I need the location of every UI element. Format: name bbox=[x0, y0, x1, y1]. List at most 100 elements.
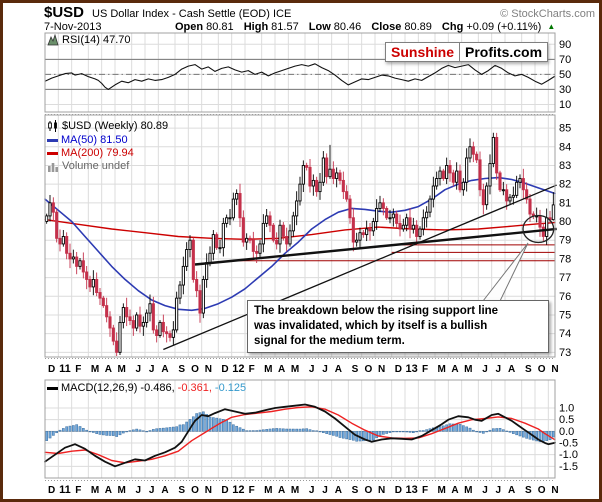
svg-text:M: M bbox=[264, 364, 272, 375]
annotation-line-1: The breakdown below the rising support l… bbox=[254, 305, 499, 317]
svg-text:M: M bbox=[264, 485, 272, 496]
support-levels bbox=[238, 244, 555, 262]
open-value: 80.81 bbox=[206, 21, 234, 33]
volume-legend: Volume undef bbox=[47, 160, 129, 172]
rsi-legend: RSI(14) 47.70 bbox=[47, 34, 130, 46]
svg-text:A: A bbox=[335, 485, 342, 496]
svg-text:J: J bbox=[149, 364, 155, 375]
svg-text:J: J bbox=[309, 485, 315, 496]
svg-text:76: 76 bbox=[559, 291, 571, 303]
svg-text:D: D bbox=[395, 364, 402, 375]
rsi-legend-label: RSI(14) 47.70 bbox=[62, 34, 131, 46]
svg-text:J: J bbox=[309, 364, 315, 375]
svg-text:M: M bbox=[91, 364, 99, 375]
close-value: 80.89 bbox=[404, 21, 432, 33]
svg-text:74: 74 bbox=[559, 328, 571, 340]
svg-text:J: J bbox=[136, 364, 142, 375]
svg-text:82: 82 bbox=[559, 179, 571, 191]
svg-text:O: O bbox=[538, 485, 546, 496]
svg-text:-1.5: -1.5 bbox=[559, 461, 578, 473]
up-triangle-icon: ▲ bbox=[547, 22, 556, 31]
macd-histogram bbox=[45, 411, 555, 443]
svg-text:A: A bbox=[451, 364, 458, 375]
chg-value: +0.09 (+0.11%) bbox=[466, 21, 542, 33]
svg-text:84: 84 bbox=[559, 141, 571, 153]
svg-text:M: M bbox=[91, 485, 99, 496]
svg-text:F: F bbox=[75, 485, 81, 496]
svg-text:80: 80 bbox=[559, 216, 571, 228]
svg-text:F: F bbox=[249, 485, 255, 496]
price-axis-labels: 85 84 83 82 81 80 79 78 77 76 75 74 73 bbox=[559, 123, 571, 359]
annotation-line-2: was invalidated, which by itself is a bu… bbox=[254, 320, 488, 332]
candlesticks bbox=[45, 132, 555, 356]
macd-legend-label: MACD(12,26,9) bbox=[61, 382, 138, 394]
svg-text:F: F bbox=[249, 364, 255, 375]
ma50-line-icon bbox=[47, 138, 58, 142]
svg-text:S: S bbox=[178, 364, 185, 375]
ma50-legend: MA(50) 81.50 bbox=[47, 134, 128, 146]
svg-text:A: A bbox=[508, 364, 515, 375]
svg-text:11: 11 bbox=[59, 363, 71, 375]
svg-text:S: S bbox=[352, 485, 359, 496]
svg-text:F: F bbox=[422, 485, 428, 496]
chg-label: Chg bbox=[441, 21, 464, 33]
svg-text:J: J bbox=[136, 485, 142, 496]
svg-text:A: A bbox=[105, 364, 112, 375]
macd-border bbox=[44, 379, 556, 479]
high-value: 81.57 bbox=[271, 21, 299, 33]
svg-text:S: S bbox=[525, 485, 532, 496]
svg-text:O: O bbox=[364, 485, 372, 496]
svg-text:A: A bbox=[278, 364, 285, 375]
trendlines bbox=[163, 184, 557, 351]
low-label: Low bbox=[308, 21, 331, 33]
svg-text:11: 11 bbox=[59, 484, 71, 496]
svg-text:73: 73 bbox=[559, 347, 571, 359]
candlestick-icon bbox=[48, 120, 57, 132]
watermark: Sunshine Profits.com bbox=[385, 42, 549, 62]
svg-text:85: 85 bbox=[559, 123, 571, 135]
macd-lines bbox=[44, 403, 556, 468]
macd-axis-labels: 1.00.50.0-0.5-1.0-1.5 bbox=[559, 403, 578, 473]
highlight-ellipse bbox=[522, 214, 555, 244]
svg-text:M: M bbox=[437, 485, 445, 496]
ma200-line-icon bbox=[47, 151, 58, 155]
svg-text:J: J bbox=[149, 485, 155, 496]
svg-text:75: 75 bbox=[559, 309, 571, 321]
svg-text:D: D bbox=[48, 364, 55, 375]
rsi-border bbox=[44, 32, 556, 113]
low-value: 80.46 bbox=[333, 21, 362, 33]
svg-text:D: D bbox=[48, 485, 55, 496]
svg-text:A: A bbox=[508, 485, 515, 496]
macd-value: -0.486, bbox=[140, 382, 175, 394]
svg-text:A: A bbox=[278, 485, 285, 496]
svg-text:12: 12 bbox=[232, 363, 244, 375]
svg-text:D: D bbox=[395, 485, 402, 496]
svg-text:D: D bbox=[221, 364, 228, 375]
svg-text:J: J bbox=[496, 364, 502, 375]
svg-text:O: O bbox=[364, 364, 372, 375]
svg-text:1.0: 1.0 bbox=[559, 403, 574, 415]
svg-text:F: F bbox=[422, 364, 428, 375]
watermark-suffix: Profits.com bbox=[465, 44, 543, 60]
ma50-legend-label: MA(50) 81.50 bbox=[61, 134, 128, 146]
volume-bars-icon bbox=[48, 163, 58, 172]
svg-text:J: J bbox=[322, 485, 328, 496]
svg-text:M: M bbox=[117, 485, 125, 496]
macd-signal-value: -0.361, bbox=[177, 382, 212, 394]
price-legend-label: $USD (Weekly) 80.89 bbox=[62, 120, 169, 132]
close-label: Close bbox=[371, 21, 402, 33]
svg-text:10: 10 bbox=[559, 99, 571, 111]
svg-text:90: 90 bbox=[559, 39, 571, 51]
annotation-line-3: signal for the medium term. bbox=[254, 335, 405, 347]
svg-text:A: A bbox=[105, 485, 112, 496]
date-axis-bottom: D 11 F M A M J J A S O N D 12 F M A M J J A S O N D 13 F M A M J J A S O N bbox=[48, 484, 559, 496]
svg-text:J: J bbox=[496, 485, 502, 496]
rsi-axis-labels: 90 70 50 30 10 bbox=[559, 39, 571, 111]
svg-text:N: N bbox=[378, 364, 385, 375]
svg-text:M: M bbox=[117, 364, 125, 375]
svg-text:83: 83 bbox=[559, 160, 571, 172]
svg-text:13: 13 bbox=[406, 484, 418, 496]
svg-text:M: M bbox=[291, 485, 299, 496]
svg-text:50: 50 bbox=[559, 69, 571, 81]
